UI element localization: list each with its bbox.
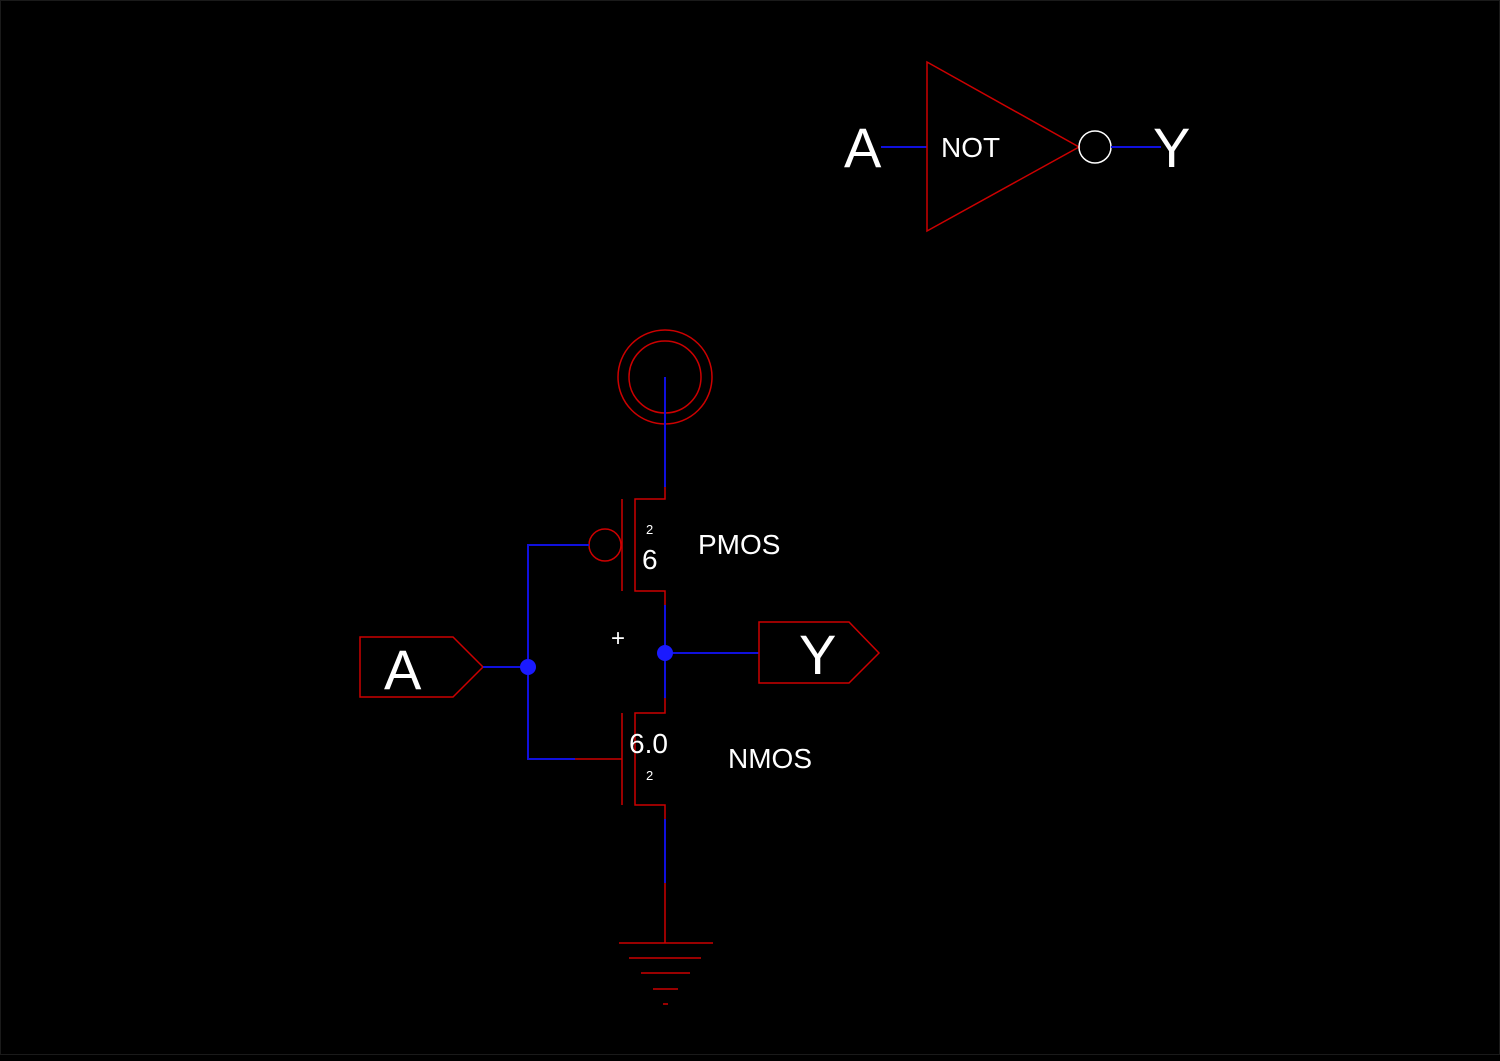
pmos-gate-bubble-icon [588,528,622,562]
pmos-transistor[interactable]: 2 6 PMOS [588,487,780,605]
nmos-width-label: 6.0 [629,728,668,759]
nmos-source-drain-lead [634,698,666,819]
pmos-name-label: PMOS [698,529,780,560]
nmos-name-label: NMOS [728,743,812,774]
not-gate-triangle[interactable] [926,60,1081,233]
wire-junction-to-pmos-gate[interactable] [527,544,589,667]
wire-junction-to-nmos-gate[interactable] [527,667,575,760]
input-pin-shape [359,636,485,698]
output-pin-shape [758,621,881,684]
input-pin-a[interactable]: A [359,636,485,701]
vdd-icon[interactable] [617,329,713,425]
output-pin-y[interactable]: Y [758,621,881,686]
nmos-transistor[interactable]: 6.0 2 NMOS [575,698,812,819]
output-junction-dot [657,645,673,661]
symbol-output-label: Y [1153,116,1190,179]
input-pin-label: A [384,638,422,701]
nmos-length-label: 2 [646,768,653,783]
origin-marker: + [611,625,625,652]
ground-icon[interactable] [619,883,713,1005]
symbol-input-label: A [844,116,882,179]
input-junction-dot [520,659,536,675]
not-gate-symbol[interactable]: A NOT Y [844,60,1190,233]
pmos-length-label: 2 [646,522,653,537]
inversion-bubble-icon [1078,130,1112,164]
pmos-width-label: 6 [642,544,658,575]
pmos-source-drain-lead [634,487,666,605]
output-pin-label: Y [799,623,836,686]
symbol-gate-name: NOT [941,132,1000,163]
